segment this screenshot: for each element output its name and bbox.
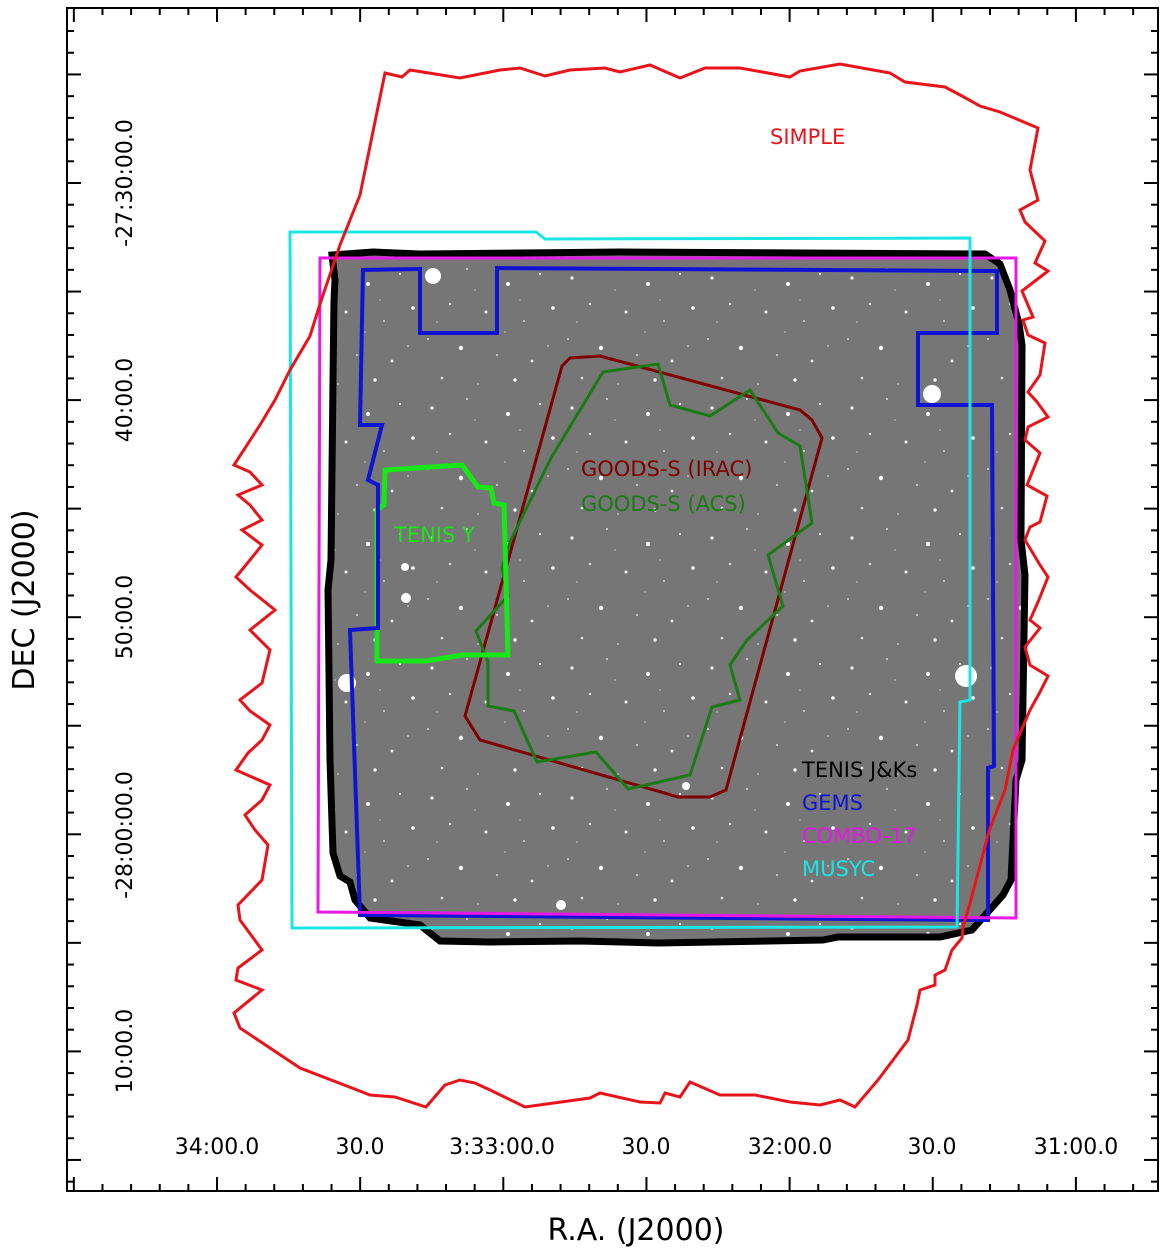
plot-frame — [66, 7, 1159, 1192]
legend-tenis-jks: TENIS J&Ks — [801, 758, 917, 782]
axis-ticks — [67, 8, 1158, 1191]
legend-musyc: MUSYC — [802, 857, 875, 881]
simple-label: SIMPLE — [770, 125, 845, 149]
y-axis-title: DEC (J2000) — [7, 509, 42, 690]
y-tick-label: -27:30:00.0 — [113, 119, 138, 247]
musyc-footprint — [288, 230, 972, 930]
x-tick-label: 31:00.0 — [1034, 1135, 1118, 1160]
y-tick-label: -28:00:00.0 — [113, 771, 138, 899]
y-tick-label: 40:00.0 — [113, 358, 138, 442]
sky-image — [324, 248, 1029, 947]
gems-footprint — [347, 265, 999, 923]
x-tick-label: 30.0 — [622, 1135, 671, 1160]
x-tick-label: 32:00.0 — [748, 1135, 832, 1160]
combo17-footprint — [316, 256, 1018, 920]
y-tick-label: 50:00.0 — [113, 575, 138, 659]
goods-irac-label: GOODS-S (IRAC) — [581, 457, 752, 481]
goods-acs-footprint — [474, 362, 814, 791]
x-axis-title: R.A. (J2000) — [548, 1213, 725, 1248]
simple-footprint — [231, 62, 1051, 1109]
y-tick-label: 10:00.0 — [113, 1009, 138, 1093]
x-tick-label: 34:00.0 — [175, 1135, 259, 1160]
x-tick-label: 3:33:00.0 — [449, 1135, 555, 1160]
y-tick-labels: -27:30:00.0 40:00.0 50:00.0 -28:00:00.0 … — [113, 119, 138, 1093]
legend-combo17: COMBO-17 — [802, 824, 917, 848]
tenis-y-label: TENIS Y — [393, 523, 475, 547]
x-tick-label: 30.0 — [336, 1135, 385, 1160]
x-tick-label: 30.0 — [908, 1135, 957, 1160]
legend-gems: GEMS — [802, 791, 863, 815]
x-tick-labels: 34:00.0 30.0 3:33:00.0 30.0 32:00.0 30.0… — [175, 1135, 1118, 1160]
legend: TENIS J&Ks GEMS COMBO-17 MUSYC — [801, 758, 917, 881]
goods-acs-label: GOODS-S (ACS) — [581, 492, 746, 516]
bright-stars — [338, 268, 977, 910]
goods-irac-footprint — [463, 354, 824, 799]
